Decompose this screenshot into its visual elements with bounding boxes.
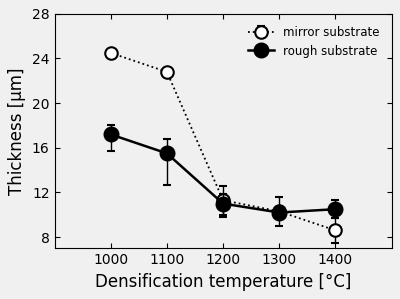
Y-axis label: Thickness [µm]: Thickness [µm] bbox=[8, 67, 26, 195]
Legend: mirror substrate, rough substrate: mirror substrate, rough substrate bbox=[242, 20, 386, 63]
X-axis label: Densification temperature [°C]: Densification temperature [°C] bbox=[95, 273, 351, 291]
